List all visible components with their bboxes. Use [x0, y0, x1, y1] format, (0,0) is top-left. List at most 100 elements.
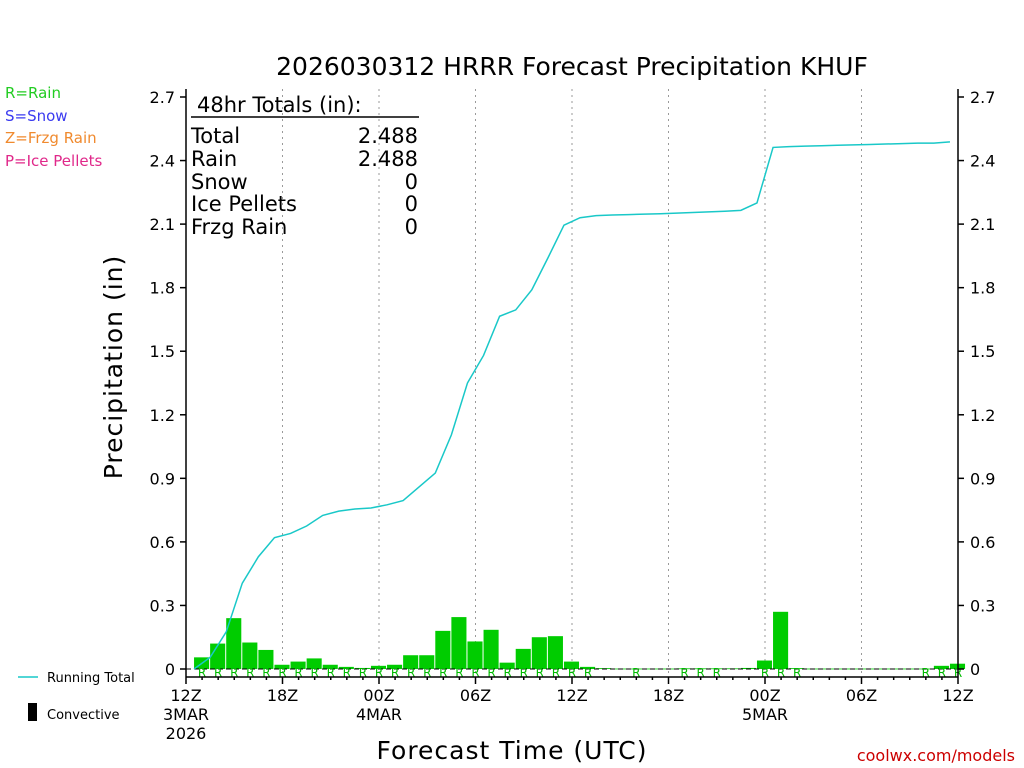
precip-type-mark: R — [343, 666, 351, 680]
running-total-line — [193, 141, 951, 670]
precip-type-mark: R — [568, 666, 576, 680]
y-tick-label-left: 0.6 — [150, 533, 175, 552]
y-tick-label-right: 2.1 — [970, 215, 995, 234]
y-ticks: 0 00.3 0.30.6 0.60.9 0.91.2 1.21.5 1.51.8 1.82.… — [150, 88, 996, 679]
precip-bar — [226, 618, 242, 669]
precip-type-mark: R — [922, 666, 930, 680]
precip-bar — [756, 660, 773, 669]
precip-bar — [435, 630, 451, 669]
totals-label-snow: Snow — [191, 170, 248, 194]
y-tick-label-left: 2.1 — [150, 215, 175, 234]
precip-type-mark: R — [198, 666, 206, 680]
precip-type-mark: R — [503, 666, 511, 680]
running-total-legend-label: Running Total — [47, 671, 135, 686]
grid-lines — [282, 89, 862, 677]
precip-bar — [531, 637, 547, 669]
y-tick-label-left: 0 — [165, 660, 175, 679]
precip-bar — [290, 661, 306, 669]
totals-value-total: 2.488 — [358, 124, 418, 148]
precip-type-mark: R — [713, 666, 721, 680]
precip-type-mark: R — [375, 666, 383, 680]
precip-type-mark: R — [310, 666, 318, 680]
y-tick-label-right: 1.8 — [970, 279, 995, 298]
legend-snow: S=Snow — [5, 106, 68, 125]
legend-frzg-rain: Z=Frzg Rain — [5, 129, 97, 147]
precip-bar — [499, 662, 515, 669]
precip-type-mark: R — [246, 666, 254, 680]
x-tick-label: 12Z — [170, 686, 201, 705]
chart-title: 2026030312 HRRR Forecast Precipitation K… — [276, 52, 868, 81]
convective-legend-swatch — [28, 703, 37, 721]
precip-type-mark: R — [487, 666, 495, 680]
legend-rain: R=Rain — [5, 84, 61, 102]
precip-type-mark: R — [552, 666, 560, 680]
precip-bar — [306, 658, 322, 669]
precip-bar — [740, 667, 756, 669]
running-total-series — [193, 141, 951, 670]
precip-type-mark: R — [584, 666, 592, 680]
legend-ice-pellets: P=Ice Pellets — [5, 151, 103, 170]
precip-type-mark: R — [455, 666, 463, 680]
totals-label-frzg-rain: Frzg Rain — [191, 215, 287, 239]
precip-type-mark: R — [520, 666, 528, 680]
totals-value-rain: 2.488 — [358, 147, 418, 171]
y-tick-label-left: 2.4 — [150, 152, 175, 171]
precip-type-mark: R — [423, 666, 431, 680]
precip-type-mark: R — [359, 666, 367, 680]
totals-label-total: Total — [190, 124, 240, 148]
credit-text: coolwx.com/models — [857, 746, 1015, 765]
precip-type-mark: R — [536, 666, 544, 680]
precip-type-mark: R — [777, 666, 785, 680]
precip-type-mark: R — [632, 666, 640, 680]
precip-bar — [515, 648, 531, 669]
y-tick-label-right: 0.9 — [970, 469, 995, 488]
totals-header: 48hr Totals (in): — [197, 93, 362, 117]
precip-bar — [403, 655, 419, 669]
precip-bar — [451, 617, 467, 669]
precip-bar — [274, 664, 290, 669]
y-tick-label-right: 0.6 — [970, 533, 995, 552]
precip-type-mark: R — [262, 666, 270, 680]
precip-bar — [242, 642, 258, 669]
y-tick-label-right: 1.2 — [970, 406, 995, 425]
y-tick-label-right: 2.7 — [970, 88, 995, 107]
y-axis-label: Precipitation (in) — [99, 255, 128, 480]
precip-type-mark: R — [761, 666, 769, 680]
x-tick-date: 4MAR — [356, 705, 402, 724]
legend-panel: R=Rain S=Snow Z=Frzg Rain P=Ice Pellets — [5, 82, 102, 172]
y-tick-label-right: 2.4 — [970, 152, 995, 171]
x-tick-year: 2026 — [166, 724, 207, 743]
precip-bar — [338, 666, 354, 669]
precip-type-mark: R — [938, 666, 946, 680]
x-tick-date: 3MAR — [163, 705, 209, 724]
x-tick-label: 12Z — [942, 686, 973, 705]
y-tick-label-right: 1.5 — [970, 342, 995, 361]
precip-bar — [258, 649, 274, 669]
precip-type-mark: R — [407, 666, 415, 680]
totals-value-snow: 0 — [405, 170, 418, 194]
x-tick-label: 06Z — [846, 686, 877, 705]
x-tick-label: 18Z — [653, 686, 684, 705]
x-tick-label: 18Z — [267, 686, 298, 705]
totals-label-rain: Rain — [191, 147, 237, 171]
precip-bar — [547, 636, 563, 669]
totals-value-frzg-rain: 0 — [405, 215, 418, 239]
x-tick-label: 00Z — [363, 686, 394, 705]
precip-type-mark: R — [793, 666, 801, 680]
precip-bar — [580, 666, 596, 669]
x-tick-date: 5MAR — [742, 705, 788, 724]
y-tick-label-right: 0 — [970, 660, 980, 679]
totals-box: 48hr Totals (in): Total 2.488 Rain 2.488… — [190, 93, 419, 239]
precip-type-mark: R — [391, 666, 399, 680]
precip-bar — [483, 629, 499, 669]
precip-bar — [563, 661, 580, 669]
precip-type-mark: R — [471, 666, 479, 680]
y-tick-label-left: 2.7 — [150, 88, 175, 107]
x-tick-label: 06Z — [460, 686, 491, 705]
precip-type-mark: R — [327, 666, 335, 680]
y-tick-label-left: 1.5 — [150, 342, 175, 361]
precip-bar — [322, 664, 338, 669]
bottom-legend: Running Total Convective — [18, 671, 135, 723]
precip-type-mark: R — [439, 666, 447, 680]
